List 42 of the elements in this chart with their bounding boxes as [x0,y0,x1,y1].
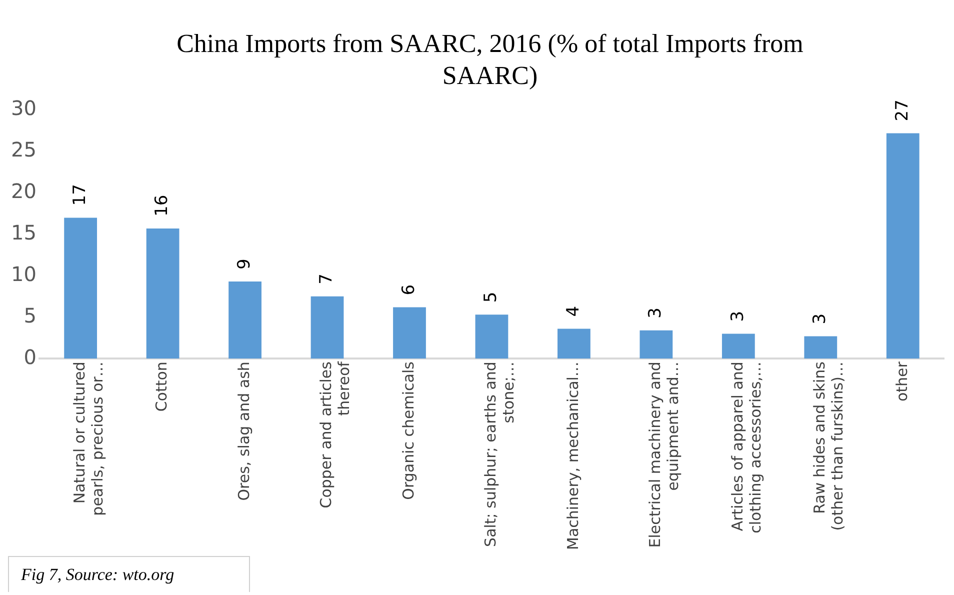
y-tick-label: 10 [10,262,36,286]
x-tick-label: Cotton [152,362,171,412]
y-tick-label: 30 [10,96,36,120]
bar [640,330,673,359]
data-label: 5 [481,292,502,303]
y-tick-label: 20 [10,179,36,204]
bar [310,296,344,359]
x-tick-label: Organic chemicals [399,361,418,500]
x-tick-label: Copper and articles thereof [317,360,354,508]
data-label: 27 [892,100,912,122]
data-label: 16 [152,194,172,216]
x-tick-label: Ores, slag and ash [234,362,253,501]
bar [804,336,838,359]
y-tick-label: 15 [10,220,36,244]
y-tick-label: 25 [10,138,36,162]
bar [393,307,426,359]
bar [228,282,262,359]
bar [146,228,180,359]
y-tick-label: 5 [24,303,36,328]
y-tick-label: 0 [24,344,36,369]
bar [558,328,590,359]
x-tick-label: Natural or cultured pearls, precious or… [70,362,106,516]
x-tick-label: Machinery, mechanical… [564,362,582,550]
data-label: 17 [70,184,90,206]
x-tick-label: Salt; sulphur; earths and stone;… [482,362,518,547]
x-tick-label: other [892,360,911,402]
x-tick-label: Articles of apparel and clothing accessories,… [728,362,764,534]
bar [475,314,508,359]
data-label: 3 [728,310,748,322]
data-label: 3 [810,313,830,324]
bar [722,334,755,359]
bar [64,218,98,359]
caption: Fig 7, Source: wto.org [8,556,250,592]
x-tick-label: Raw hides and skins (other than furskins)… [810,361,847,531]
data-label: 9 [234,258,254,270]
data-label: 7 [316,274,337,284]
bar [886,133,920,359]
data-label: 6 [398,284,419,296]
data-label: 4 [563,306,584,317]
chart-title: China Imports from SAARC, 2016 (% of total Imports from SAARC) [176,28,804,92]
x-tick-label: Electrical machinery and equipment and… [646,362,682,548]
data-label: 3 [646,308,666,318]
